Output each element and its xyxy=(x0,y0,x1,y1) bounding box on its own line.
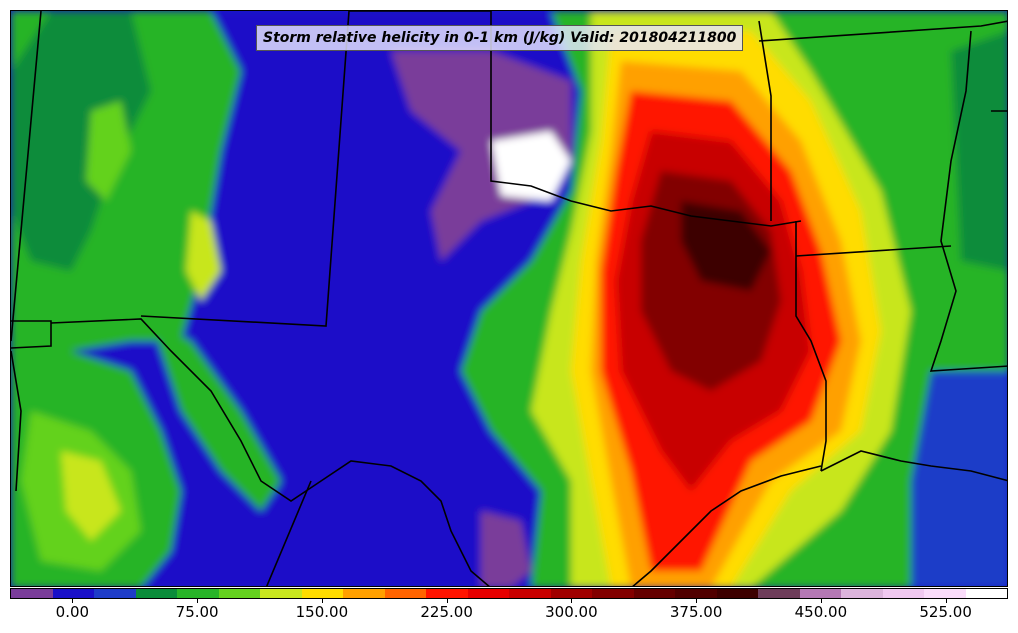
colorbar-segment xyxy=(675,589,717,598)
helicity-map: Storm relative helicity in 0-1 km (J/kg)… xyxy=(10,10,1008,587)
colorbar-segment xyxy=(343,589,385,598)
colorbar xyxy=(10,588,1008,599)
colorbar-tick-mark xyxy=(321,599,323,603)
colorbar-tick-label: 300.00 xyxy=(545,603,598,621)
colorbar-segment xyxy=(592,589,634,598)
colorbar-tick-label: 0.00 xyxy=(55,603,90,621)
field-west-darkgreen xyxy=(11,11,151,271)
colorbar-segment xyxy=(135,589,177,598)
colorbar-tick-mark xyxy=(820,599,822,603)
colorbar-tick-mark xyxy=(696,599,698,603)
colorbar-tick-label: 525.00 xyxy=(919,603,972,621)
colorbar-tick-mark xyxy=(197,599,199,603)
map-title: Storm relative helicity in 0-1 km (J/kg)… xyxy=(256,25,744,51)
border-nm-east xyxy=(140,11,350,327)
colorbar-tick-label: 375.00 xyxy=(669,603,723,621)
colorbar-segment xyxy=(841,589,883,598)
border-mexico-interior xyxy=(265,480,312,586)
field-panhandle-purple xyxy=(391,51,571,261)
field-south-purple xyxy=(481,511,531,586)
colorbar-segment xyxy=(94,589,136,598)
map-canvas xyxy=(11,11,1007,586)
colorbar-tick-labels: 0.00 75.00 150.00 225.00 300.00 375.00 450.00 5… xyxy=(10,599,1008,630)
colorbar-segment xyxy=(177,589,219,598)
colorbar-tick-label: 75.00 xyxy=(175,603,219,621)
colorbar-segment xyxy=(509,589,551,598)
colorbar-segment xyxy=(799,589,841,598)
field-west-yellowgreen xyxy=(186,211,221,301)
field-ne-darkgreen xyxy=(951,31,1007,271)
colorbar-segment xyxy=(758,589,800,598)
colorbar-segment xyxy=(426,589,468,598)
colorbar-segment xyxy=(301,589,343,598)
colorbar-tick-label: 150.00 xyxy=(295,603,349,621)
colorbar-segment xyxy=(384,589,426,598)
colorbar-segment xyxy=(550,589,592,598)
border-far-west xyxy=(11,350,22,492)
border-oklahoma xyxy=(349,11,802,227)
coastline-louisiana xyxy=(820,450,1007,482)
border-texas-louisiana xyxy=(795,221,827,472)
field-west-lightgreen xyxy=(86,101,131,201)
border-texas-mexico xyxy=(50,318,490,586)
colorbar-tick-mark xyxy=(945,599,947,603)
colorbar-segment xyxy=(11,589,53,598)
colorbar-segment xyxy=(965,589,1007,598)
border-az-mexico xyxy=(11,320,52,349)
coastline-texas xyxy=(632,465,822,586)
colorbar-tick-label: 225.00 xyxy=(420,603,473,621)
colorbar-tick-mark xyxy=(72,599,74,603)
border-missouri-north xyxy=(758,20,1007,42)
state-boundaries xyxy=(11,11,1007,586)
colorbar-segment xyxy=(633,589,675,598)
field-texas-diagonal-green xyxy=(151,321,281,511)
colorbar-tick-mark xyxy=(446,599,448,603)
colorbar-segment xyxy=(882,589,924,598)
colorbar-tick-label: 450.00 xyxy=(794,603,848,621)
colorbar-segment xyxy=(467,589,509,598)
border-az-nm-north xyxy=(11,11,42,342)
colorbar-segment xyxy=(218,589,260,598)
helicity-field xyxy=(11,11,1007,586)
colorbar-segment xyxy=(260,589,302,598)
field-se-blue xyxy=(911,371,1007,586)
field-sw-yellowgreen xyxy=(61,451,121,541)
colorbar-segment xyxy=(924,589,966,598)
border-arkansas-louisiana xyxy=(795,245,952,257)
colorbar-segment xyxy=(52,589,94,598)
border-kansas-missouri xyxy=(758,20,772,221)
colorbar-segment xyxy=(716,589,758,598)
colorbar-tick-mark xyxy=(571,599,573,603)
border-mississippi-river xyxy=(929,30,1007,372)
